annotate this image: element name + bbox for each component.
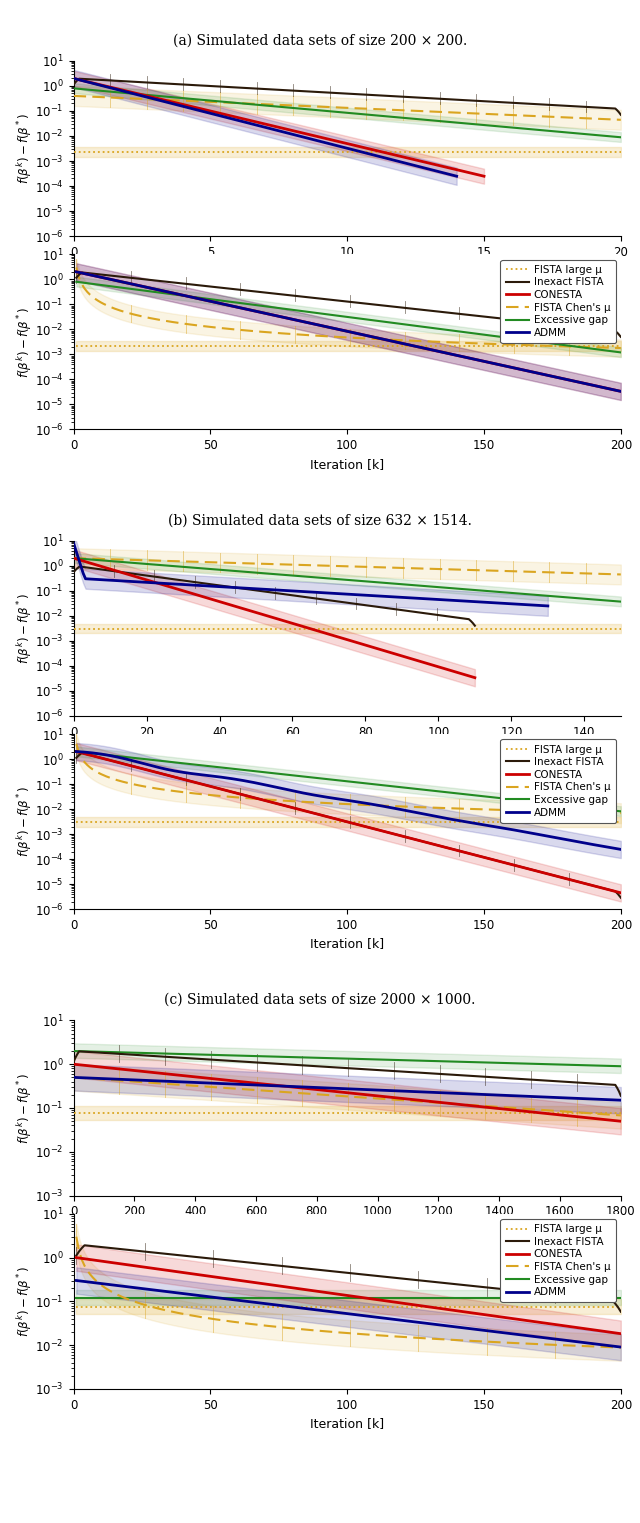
Y-axis label: $f(\beta^k) - f(\beta^*)$: $f(\beta^k) - f(\beta^*)$ (15, 1266, 34, 1337)
X-axis label: Time [s]: Time [s] (322, 265, 372, 277)
Text: (b) Simulated data sets of size 632 × 1514.: (b) Simulated data sets of size 632 × 15… (168, 513, 472, 527)
X-axis label: Iteration [k]: Iteration [k] (310, 458, 384, 471)
Legend: FISTA large μ, Inexact FISTA, CONESTA, FISTA Chen's μ, Excessive gap, ADMM: FISTA large μ, Inexact FISTA, CONESTA, F… (500, 259, 616, 343)
Text: (c) Simulated data sets of size 2000 × 1000.: (c) Simulated data sets of size 2000 × 1… (164, 993, 476, 1007)
Legend: FISTA large μ, Inexact FISTA, CONESTA, FISTA Chen's μ, Excessive gap, ADMM: FISTA large μ, Inexact FISTA, CONESTA, F… (500, 739, 616, 822)
Y-axis label: $f(\beta^k) - f(\beta^*)$: $f(\beta^k) - f(\beta^*)$ (15, 1072, 34, 1144)
Text: (a) Simulated data sets of size 200 × 200.: (a) Simulated data sets of size 200 × 20… (173, 34, 467, 47)
X-axis label: Iteration [k]: Iteration [k] (310, 938, 384, 950)
Legend: FISTA large μ, Inexact FISTA, CONESTA, FISTA Chen's μ, Excessive gap, ADMM: FISTA large μ, Inexact FISTA, CONESTA, F… (500, 1218, 616, 1302)
X-axis label: Time [s]: Time [s] (322, 1224, 372, 1237)
Y-axis label: $f(\beta^k) - f(\beta^*)$: $f(\beta^k) - f(\beta^*)$ (15, 786, 34, 857)
Y-axis label: $f(\beta^k) - f(\beta^*)$: $f(\beta^k) - f(\beta^*)$ (15, 113, 34, 184)
X-axis label: Iteration [k]: Iteration [k] (310, 1418, 384, 1430)
Y-axis label: $f(\beta^k) - f(\beta^*)$: $f(\beta^k) - f(\beta^*)$ (15, 592, 34, 664)
X-axis label: Time [s]: Time [s] (322, 745, 372, 757)
Y-axis label: $f(\beta^k) - f(\beta^*)$: $f(\beta^k) - f(\beta^*)$ (15, 306, 34, 378)
